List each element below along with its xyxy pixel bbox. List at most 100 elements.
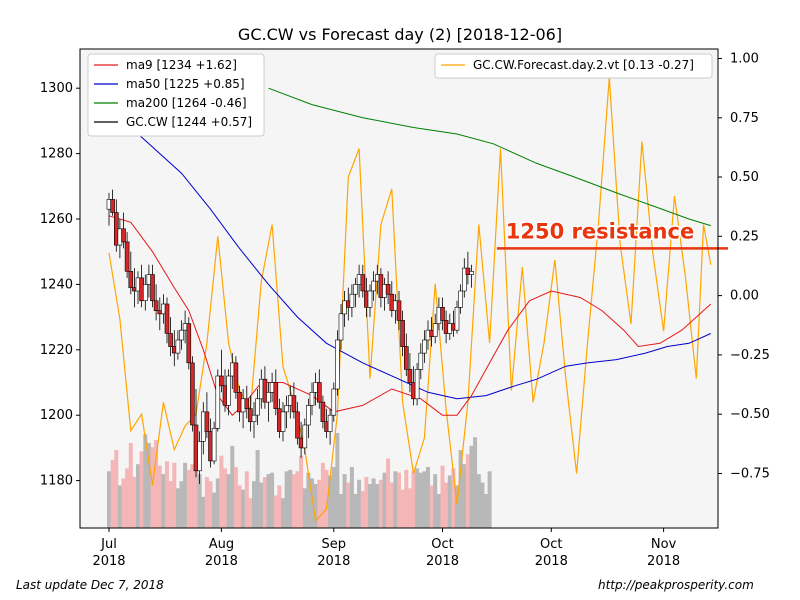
volume-bar <box>386 458 391 528</box>
x-tick-label-month: Aug <box>209 537 234 552</box>
candlestick <box>320 395 326 429</box>
y-right-tick-label: 0.75 <box>730 111 759 126</box>
candlestick <box>454 300 460 334</box>
footer-last-update: Last update Dec 7, 2018 <box>16 578 164 592</box>
y-left-tick-label: 1240 <box>40 277 73 292</box>
volume-bar <box>422 471 427 528</box>
volume-bar <box>465 454 470 528</box>
forecast-line <box>108 77 712 523</box>
volume-bar <box>201 496 206 528</box>
candlestick <box>371 271 376 301</box>
volume-bar <box>208 481 213 528</box>
x-tick-label-year: 2018 <box>535 554 568 569</box>
volume-bar <box>411 471 416 528</box>
candlestick <box>461 258 467 298</box>
x-tick-label-month: Oct <box>540 537 562 552</box>
volume-bar <box>320 462 325 528</box>
chart-title: GC.CW vs Forecast day (2) [2018-12-06] <box>238 25 562 44</box>
volume-bar <box>335 433 340 528</box>
candle-body <box>458 290 463 308</box>
volume-bar <box>291 474 296 528</box>
volume-bar <box>179 481 184 528</box>
y-left-tick-label: 1200 <box>40 408 73 423</box>
volume-bar <box>389 482 394 528</box>
x-tick-label-month: Nov <box>651 537 677 552</box>
volume-bar <box>277 485 282 528</box>
candle-body <box>400 320 405 347</box>
candlestick <box>251 402 257 439</box>
candle-body <box>454 306 460 331</box>
volume-bar <box>331 467 336 528</box>
legend-label: ma9 [1234 +1.62] <box>126 58 237 72</box>
candle-body <box>291 395 297 413</box>
volume-bar <box>165 461 169 528</box>
candle-body <box>422 339 427 354</box>
volume-bar <box>219 455 224 528</box>
candle-body <box>418 352 424 370</box>
volume-bar <box>342 474 347 528</box>
volume-bar <box>146 442 151 528</box>
candle-body <box>461 267 467 292</box>
volume-bar <box>117 485 122 528</box>
candlestick <box>175 330 181 360</box>
volume-bar <box>215 478 220 528</box>
candle-body <box>240 398 246 413</box>
candlestick <box>168 317 173 357</box>
candle-body <box>367 290 373 308</box>
candlestick <box>197 431 202 484</box>
candle-body <box>327 414 333 432</box>
volume-bar <box>368 484 372 528</box>
candle-body <box>432 323 438 338</box>
candle-body <box>280 411 286 432</box>
candlestick <box>273 369 279 416</box>
volume-bar <box>444 482 449 528</box>
volume-bar <box>484 494 488 528</box>
candle-body <box>371 280 376 292</box>
y-left-tick-label: 1280 <box>40 147 73 162</box>
volume-bar <box>270 472 275 528</box>
volume-bar <box>357 479 362 528</box>
y-right-tick-label: 0.00 <box>730 289 759 304</box>
candle-body <box>440 306 445 321</box>
candlestick <box>295 402 300 445</box>
candle-body <box>179 329 184 341</box>
volume-bar <box>233 467 238 528</box>
y-left-tick-label: 1260 <box>40 212 73 227</box>
candlestick <box>367 284 373 318</box>
x-tick-label-month: Sep <box>322 537 347 552</box>
candle-body <box>215 375 221 429</box>
candle-body <box>110 199 115 213</box>
volume-bar <box>436 494 441 528</box>
volume-bar <box>433 474 438 528</box>
candle-body <box>226 375 231 406</box>
candlestick <box>280 402 286 442</box>
candle-body <box>150 274 155 302</box>
volume-bar <box>324 469 329 528</box>
candle-body <box>469 270 474 275</box>
candlestick <box>316 369 322 409</box>
volume-bar <box>241 489 246 528</box>
y-right-tick-label: 0.50 <box>730 170 759 185</box>
candle-body <box>139 277 144 302</box>
ma200-line <box>268 87 711 227</box>
candlestick <box>215 369 221 432</box>
volume-bar <box>400 489 405 528</box>
candle-body <box>262 378 268 403</box>
volume-bar <box>168 481 173 528</box>
y-left-tick-label: 1300 <box>40 81 73 96</box>
volume-bar <box>223 468 227 528</box>
candle-body <box>320 401 326 423</box>
candle-body <box>121 228 126 243</box>
axes: 1180 1200 1220 1240 1260 1280 1300 1.00 0.75 0.50… <box>40 52 770 570</box>
candlestick <box>211 421 217 465</box>
volume-bar <box>404 469 409 528</box>
y-left-tick-label: 1220 <box>40 343 73 358</box>
volume-bar <box>284 471 289 528</box>
candle-body <box>295 411 300 439</box>
volume-bar <box>476 474 481 528</box>
candlestick <box>226 369 231 416</box>
volume-bar <box>139 451 144 528</box>
y-right-tick-label: −0.50 <box>730 407 770 422</box>
candlestick <box>219 349 224 393</box>
volume-bar <box>143 434 148 528</box>
